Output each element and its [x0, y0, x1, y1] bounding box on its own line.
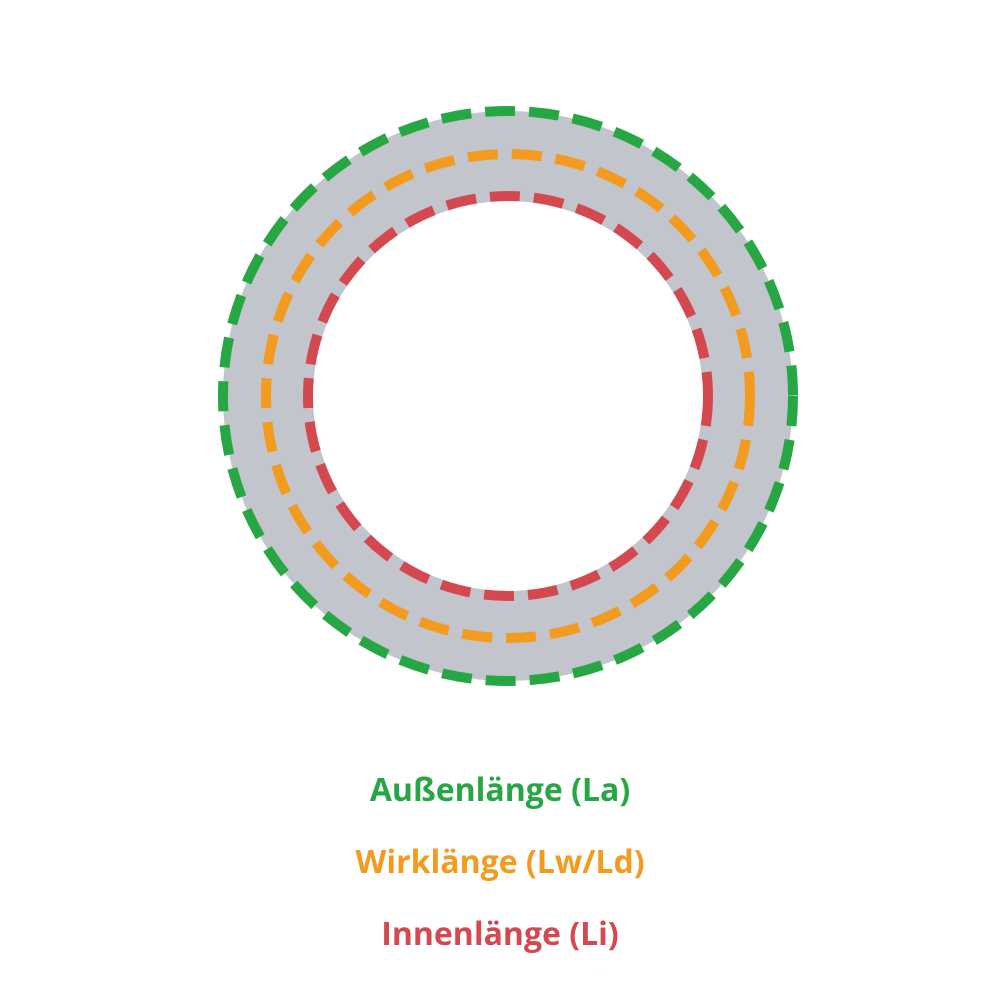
legend-inner: Innenlänge (Li) — [0, 912, 1000, 955]
legend-middle: Wirklänge (Lw/Ld) — [0, 840, 1000, 883]
legend-outer: Außenlänge (La) — [0, 768, 1000, 811]
diagram-canvas: Außenlänge (La) Wirklänge (Lw/Ld) Innenl… — [0, 0, 1000, 1000]
